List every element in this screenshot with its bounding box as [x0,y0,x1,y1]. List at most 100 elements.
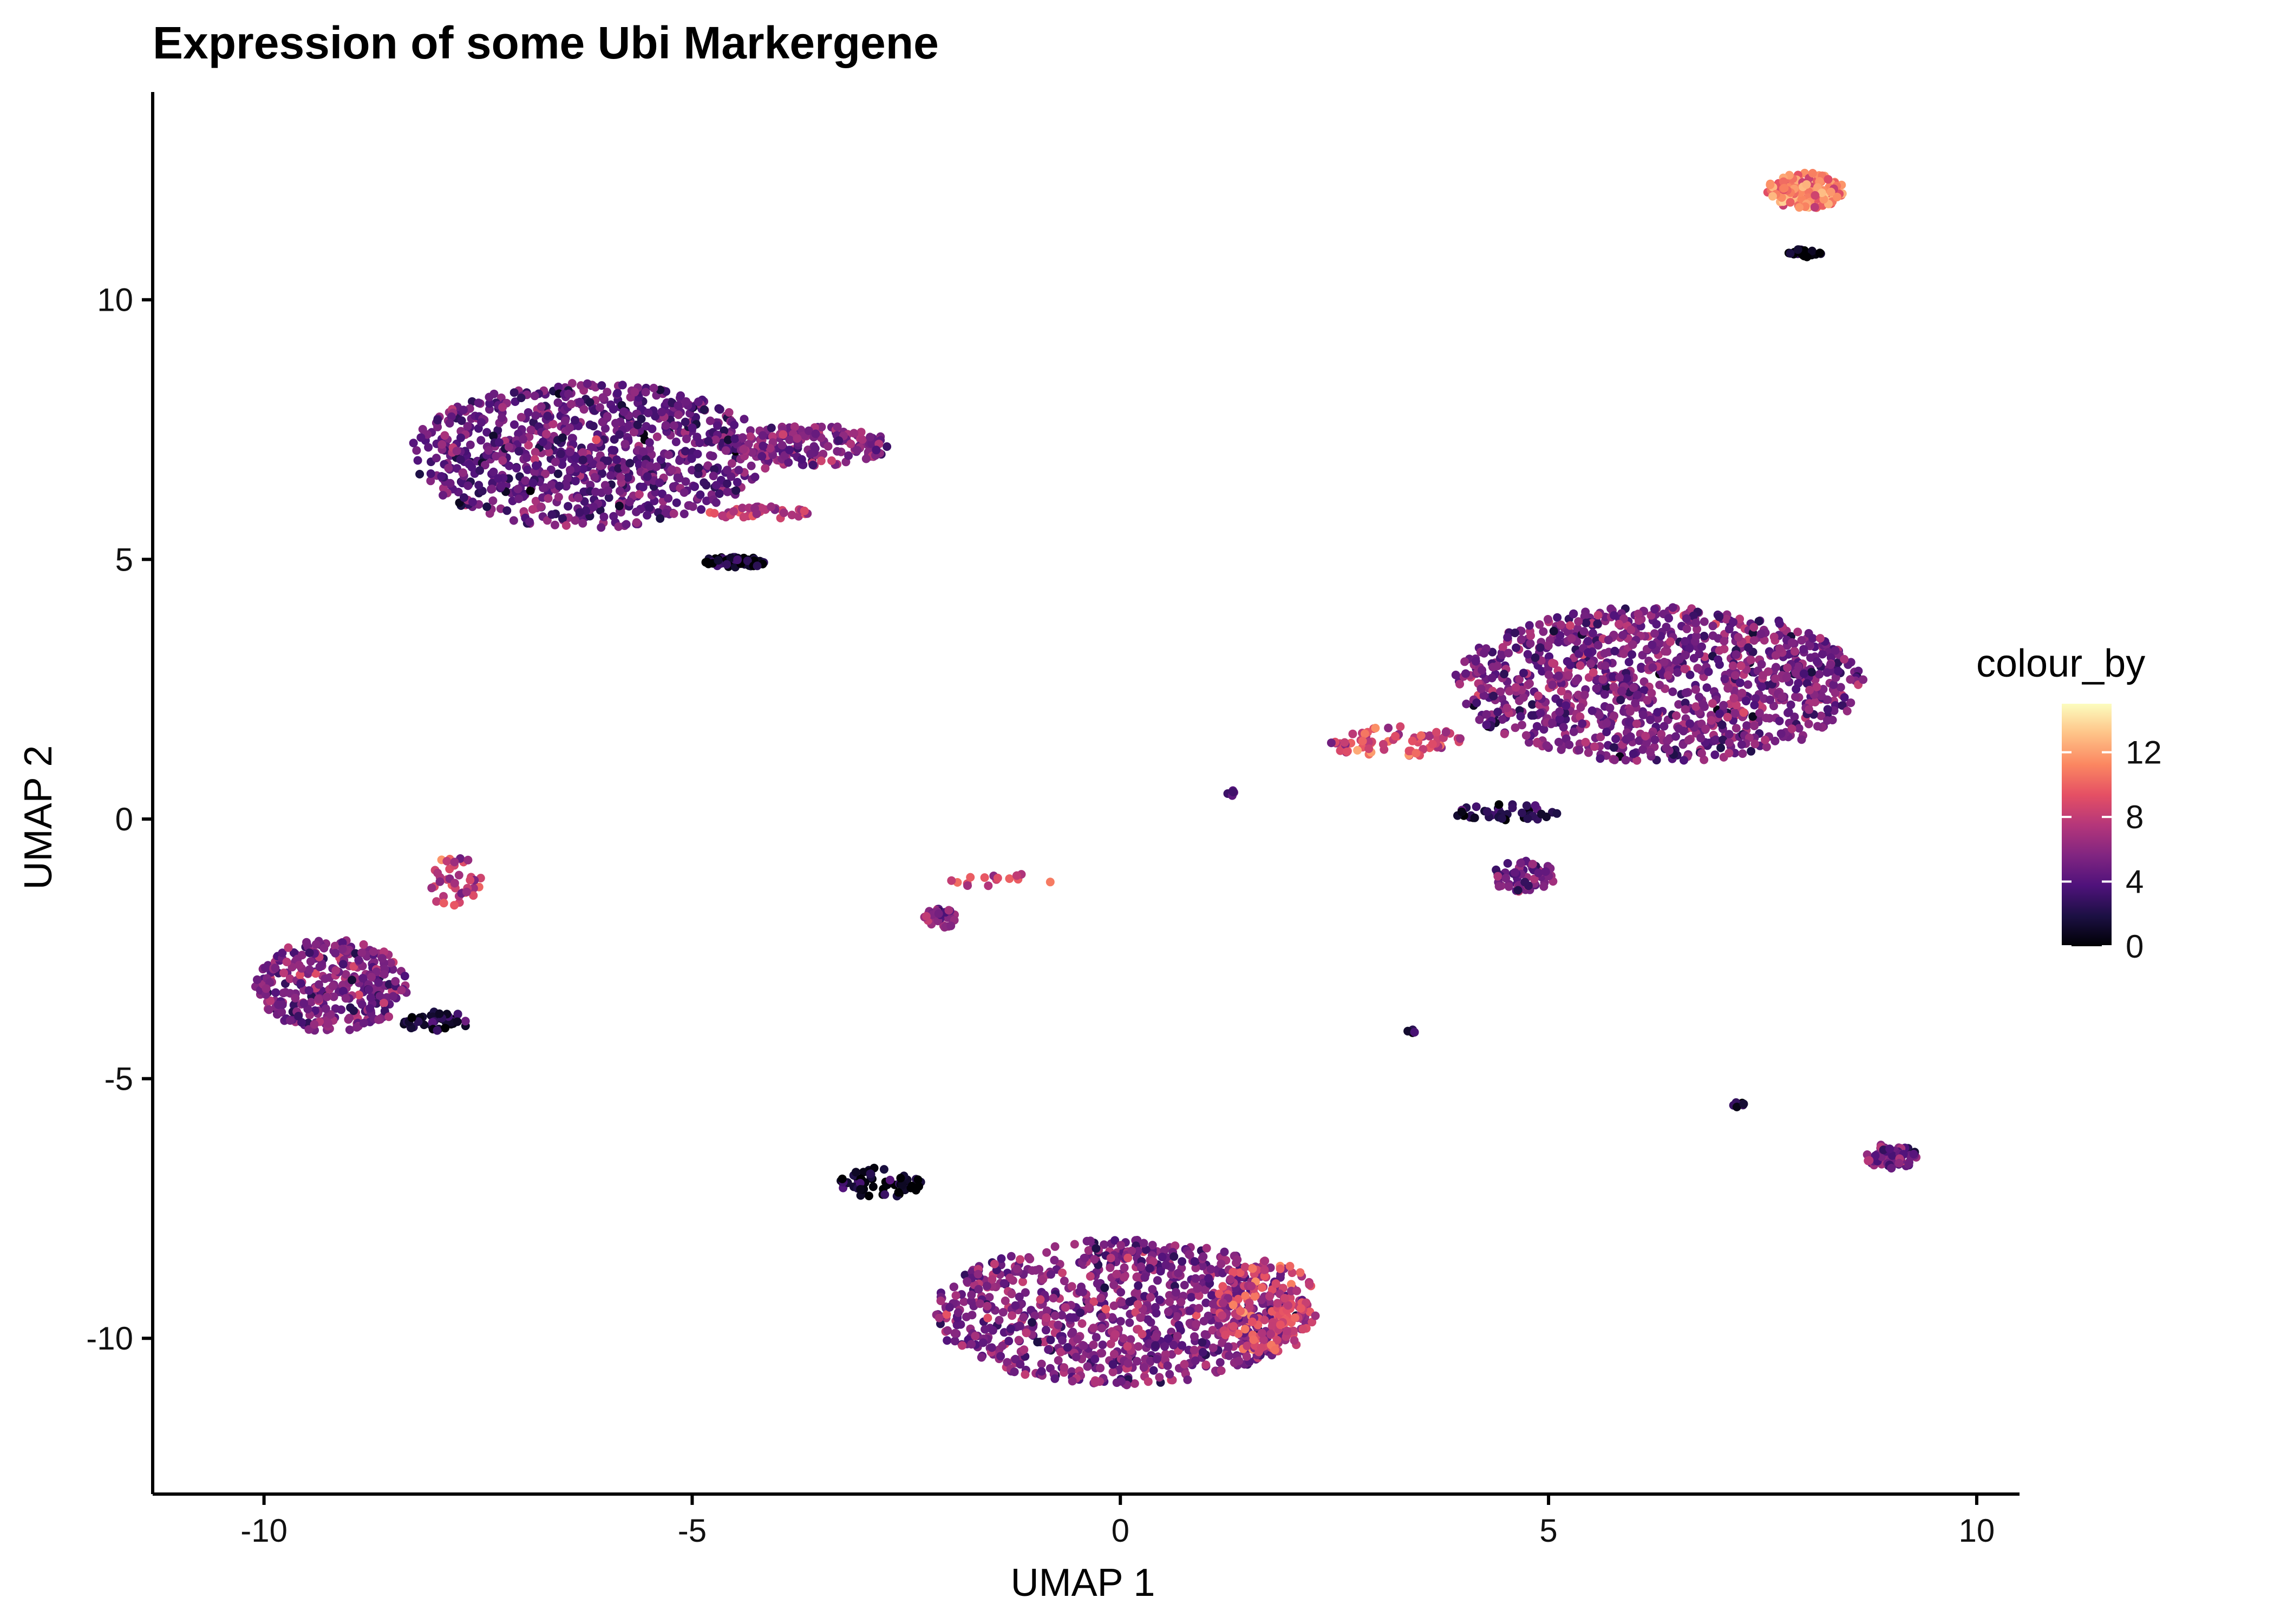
scatter-point [1574,690,1583,699]
scatter-point [523,465,532,474]
scatter-point [613,389,622,398]
scatter-point [432,897,441,906]
scatter-point [1743,680,1753,689]
scatter-point [1541,867,1550,876]
scatter-point [279,988,288,998]
scatter-point [1086,1272,1095,1281]
scatter-point [1050,1374,1060,1383]
scatter-point [811,429,820,438]
scatter-point [1826,660,1835,669]
scatter-point [306,998,316,1007]
scatter-point [1619,649,1629,658]
scatter-point [1108,1367,1118,1377]
scatter-point [1668,687,1677,696]
scatter-point [1622,674,1631,683]
scatter-point [1151,1341,1160,1350]
scatter-point [671,437,681,447]
scatter-point [1786,700,1795,709]
scatter-point [1539,725,1548,734]
scatter-point [1260,1315,1269,1325]
scatter-point [1155,1295,1164,1305]
scatter-point [1662,743,1671,752]
scatter-point [1554,737,1563,746]
scatter-point [1668,603,1677,612]
scatter-point [1190,1257,1199,1266]
scatter-point [1508,803,1517,813]
scatter-point [800,506,809,515]
scatter-point [1571,677,1580,685]
scatter-point [1521,731,1531,740]
scatter-point [1710,750,1720,759]
scatter-point [1659,722,1669,731]
scatter-point [504,442,513,451]
scatter-point [315,962,324,972]
scatter-point [583,379,592,388]
scatter-point [1578,719,1587,728]
scatter-point [1194,1304,1204,1313]
scatter-point [984,881,993,890]
scatter-point [1724,625,1734,634]
scatter-point [1153,1276,1162,1285]
scatter-point [667,465,676,474]
scatter-point [824,442,833,451]
scatter-point [1046,1335,1055,1345]
scatter-point [1012,1265,1022,1274]
scatter-point [721,446,730,455]
scatter-point [331,966,341,975]
scatter-point [442,856,452,866]
scatter-point [1097,1348,1107,1358]
scatter-point [1590,742,1599,751]
scatter-point [618,381,627,390]
scatter-point [1823,695,1832,704]
scatter-point [1511,683,1520,692]
scatter-point [565,423,574,433]
scatter-point [1610,646,1619,656]
scatter-point [1410,1027,1419,1037]
scatter-point [1685,719,1695,728]
scatter-point [1204,1274,1213,1283]
scatter-point [727,459,736,468]
scatter-point [1648,640,1657,650]
scatter-point [704,559,713,568]
scatter-point [1737,740,1746,749]
scatter-point [1813,722,1822,731]
scatter-point [497,413,506,422]
scatter-point [1772,663,1781,672]
scatter-point [838,1174,847,1183]
scatter-point [1823,705,1832,714]
scatter-point [450,857,459,867]
scatter-point [365,1004,375,1013]
scatter-point [510,420,519,429]
scatter-point [1593,641,1603,650]
scatter-point [1224,1342,1233,1351]
scatter-point [485,509,494,518]
scatter-point [1160,1246,1169,1255]
scatter-point [880,1190,890,1199]
scatter-point [575,397,584,407]
scatter-point [1109,1301,1119,1311]
scatter-point [1672,711,1681,720]
scatter-point [424,443,433,452]
scatter-point [1089,1297,1099,1306]
scatter-point [1198,1338,1207,1347]
scatter-point [1554,638,1563,647]
scatter-point [1653,714,1662,723]
scatter-point [1218,1298,1227,1307]
scatter-point [1565,740,1574,749]
scatter-point [1780,184,1789,193]
scatter-point [287,962,297,972]
scatter-point [681,447,690,456]
scatter-point [856,1185,865,1194]
scatter-point [1782,673,1791,682]
scatter-point [1497,651,1506,660]
scatter-point [1091,1378,1100,1387]
scatter-point [1130,1379,1139,1388]
scatter-point [575,508,584,517]
scatter-point [1216,1358,1225,1367]
scatter-point [1653,708,1662,717]
scatter-point [1160,1342,1169,1351]
scatter-point [496,482,506,491]
scatter-point [1650,605,1659,614]
x-tick-label: 0 [1112,1512,1129,1549]
scatter-point [319,944,329,953]
